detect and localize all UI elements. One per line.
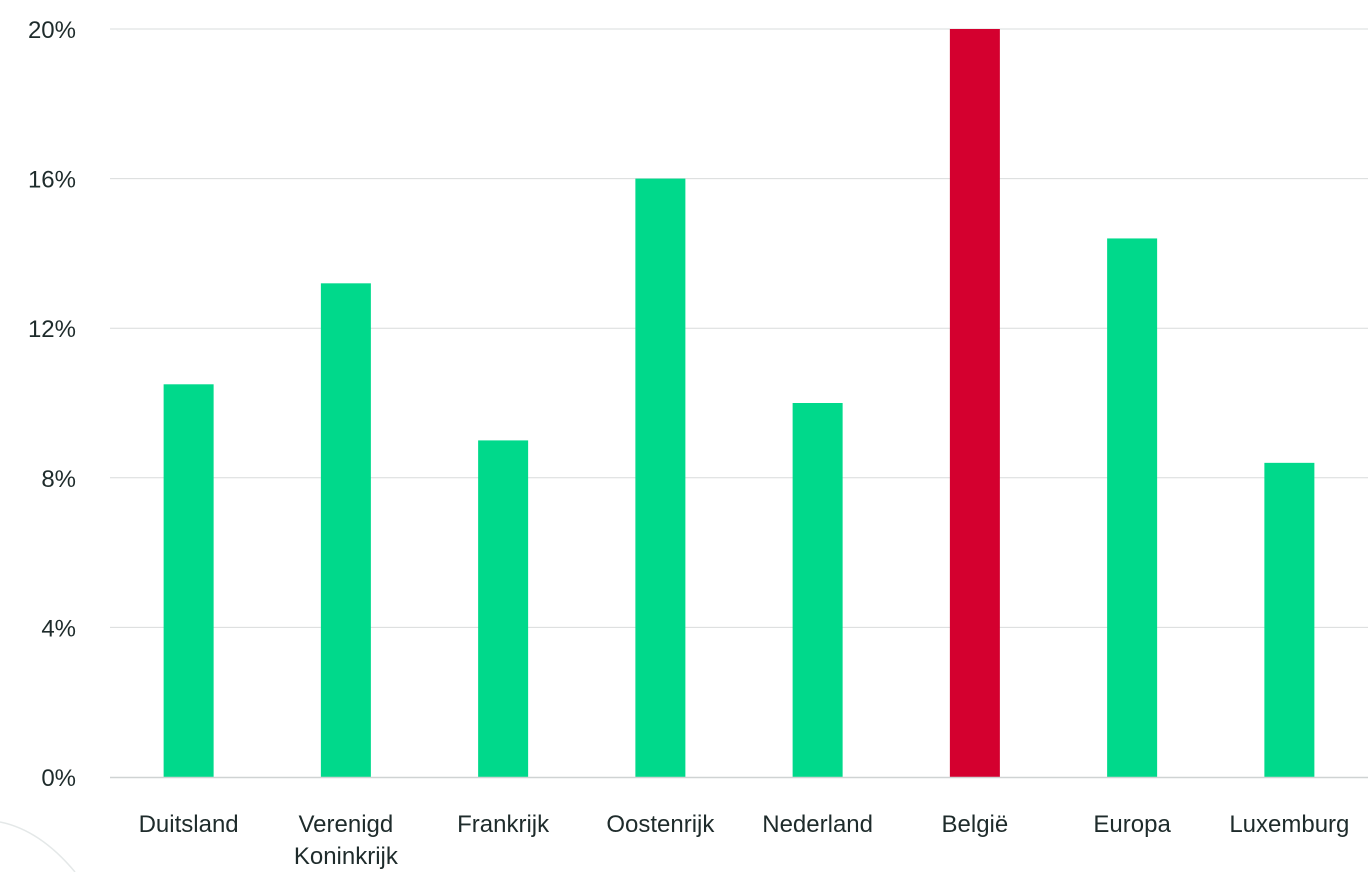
bar: [478, 440, 529, 777]
bar: [163, 384, 214, 777]
y-tick-label: 8%: [41, 466, 76, 493]
bar: [949, 29, 1000, 777]
y-tick-label: 0%: [41, 765, 76, 792]
x-tick-label: Europa: [1093, 811, 1171, 838]
x-tick-label: België: [942, 811, 1009, 838]
bar: [1107, 238, 1158, 777]
y-tick-label: 12%: [28, 316, 76, 343]
bar: [1264, 462, 1315, 777]
x-tick-label: Nederland: [762, 811, 873, 838]
x-tick-label: Verenigd Koninkrijk: [294, 811, 399, 870]
bar: [320, 283, 371, 777]
y-tick-label: 20%: [28, 17, 76, 44]
x-tick-label: Oostenrijk: [606, 811, 715, 838]
x-tick-label: Duitsland: [139, 811, 239, 838]
corner-decoration: [0, 821, 76, 872]
bar: [635, 178, 686, 778]
x-tick-label: Luxemburg: [1229, 811, 1349, 838]
decorative-arc: [0, 821, 76, 872]
bars: [163, 29, 1315, 778]
gridlines: [110, 28, 1368, 628]
y-tick-label: 16%: [28, 167, 76, 194]
y-tick-label: 4%: [41, 615, 76, 642]
bar: [792, 403, 843, 777]
y-axis: 0% 4% 8% 12% 16% 20%: [28, 17, 76, 792]
x-axis: Duitsland Verenigd Koninkrijk Frankrijk Oost…: [110, 776, 1368, 870]
x-tick-label: Frankrijk: [457, 811, 550, 838]
